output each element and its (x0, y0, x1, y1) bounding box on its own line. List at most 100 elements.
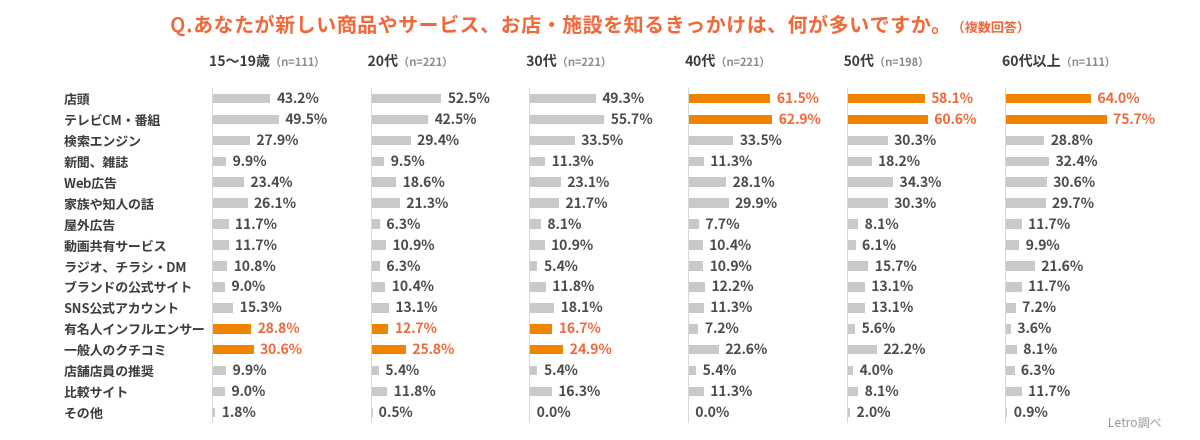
bar (213, 407, 216, 418)
bar (213, 324, 252, 334)
bar-value: 7.7% (705, 213, 740, 234)
category-label: 一般人のクチコミ (64, 340, 167, 360)
bar-value: 13.1% (871, 297, 914, 318)
category-label: 動画共有サービス (64, 235, 167, 255)
bar (530, 324, 553, 334)
bar-value: 0.5% (378, 402, 413, 423)
bar (530, 156, 546, 167)
bar (688, 303, 704, 313)
bar-value: 2.0% (856, 402, 891, 423)
bar-value: 22.6% (725, 339, 768, 360)
bar-value: 3.6% (1017, 318, 1052, 339)
bar (1006, 324, 1011, 334)
bar-value: 11.3% (710, 150, 753, 171)
bar-value: 5.6% (861, 318, 896, 339)
bar (213, 365, 227, 376)
axis-line (687, 88, 689, 424)
bar-value: 64.0% (1097, 88, 1140, 108)
bar-value: 7.2% (704, 318, 739, 339)
bar (847, 282, 865, 292)
bar (1006, 261, 1035, 271)
bar (530, 177, 561, 187)
bar-value: 29.4% (417, 129, 459, 150)
bar (371, 303, 389, 313)
age-group-header: 50代（n=198） (843, 51, 930, 71)
bar (688, 240, 703, 250)
bar-value: 11.7% (1028, 276, 1070, 297)
sample-size-label: （n=111） (1060, 54, 1116, 70)
bar-value: 34.3% (899, 171, 942, 192)
bar-value: 30.3% (894, 192, 937, 213)
category-label: SNS公式アカウント (64, 298, 179, 318)
bar-value: 9.9% (232, 150, 267, 171)
bar-value: 43.2% (276, 88, 319, 108)
bar (530, 198, 560, 208)
bar (530, 114, 605, 125)
bar (1006, 240, 1020, 250)
bar-value: 0.0% (536, 402, 571, 423)
bar (371, 324, 389, 334)
bar (530, 365, 538, 376)
bar-value: 0.0% (695, 402, 730, 423)
bar (1006, 114, 1107, 125)
chart-title: Q.あなたが新しい商品やサービス、お店・施設を知るきっかけは、何が多いですか。（… (0, 9, 1200, 38)
bar-value: 23.4% (250, 171, 293, 192)
bar-value: 15.3% (239, 297, 282, 318)
bar-value: 18.6% (402, 171, 445, 192)
bar (213, 219, 229, 229)
bar (847, 407, 851, 418)
age-group-header: 30代（n=221） (526, 53, 612, 71)
bar-value: 10.9% (709, 255, 752, 276)
chart-title-note: （複数回答） (951, 17, 1030, 36)
bar-value: 11.3% (710, 381, 753, 402)
age-group-header: 20代（n=221） (367, 51, 454, 71)
age-group-name: 20代 (367, 51, 399, 71)
category-label: ブランドの公式サイト (64, 277, 193, 297)
bar-value: 26.1% (254, 192, 296, 213)
bar-value: 13.1% (871, 276, 914, 297)
bar (371, 365, 379, 376)
bar (530, 240, 545, 250)
bar (1006, 219, 1022, 229)
age-group-name: 60代以上 (1002, 51, 1061, 71)
bar (371, 177, 397, 187)
bar (213, 93, 271, 104)
bar-value: 30.6% (260, 339, 302, 360)
bar-value: 58.1% (931, 88, 973, 108)
bar-value: 7.2% (1022, 297, 1056, 318)
bar-value: 9.9% (232, 360, 267, 381)
bar-value: 23.1% (567, 171, 610, 192)
category-label: 比較サイト (64, 382, 129, 402)
bar-value: 11.3% (551, 150, 594, 171)
bar (213, 344, 254, 355)
chart-title-main: Q.あなたが新しい商品やサービス、お店・施設を知るきっかけは、何が多いですか。 (170, 9, 952, 38)
sample-size-label: （n=221） (556, 54, 612, 70)
bar (688, 219, 700, 229)
bar-value: 5.4% (385, 360, 420, 381)
age-group-name: 15〜19歳 (209, 51, 271, 71)
bar-value: 10.9% (392, 234, 435, 255)
bar (1006, 407, 1008, 418)
age-group-name: 50代 (843, 51, 875, 71)
bar-value: 6.3% (386, 213, 421, 234)
axis-line (212, 88, 213, 424)
bar (847, 344, 877, 355)
bar (1006, 303, 1016, 313)
bar (847, 261, 869, 271)
bar (213, 303, 234, 313)
bar (688, 282, 706, 292)
bar-value: 25.8% (412, 339, 455, 360)
bar (530, 344, 564, 355)
category-label: テレビCM・番組 (64, 109, 161, 129)
category-label: 屋外広告 (64, 214, 116, 234)
bar (371, 261, 380, 271)
bar-value: 8.1% (1023, 339, 1058, 360)
bar-value: 18.2% (878, 150, 920, 171)
bar (688, 156, 704, 167)
bar (530, 135, 575, 146)
bar (688, 365, 697, 376)
bar-value: 9.5% (390, 150, 425, 171)
bar (688, 177, 727, 187)
bar (688, 93, 771, 104)
